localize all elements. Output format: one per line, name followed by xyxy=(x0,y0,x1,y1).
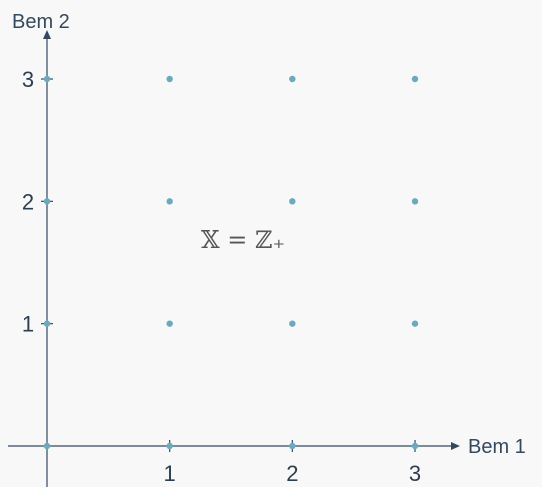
x-tick-label: 2 xyxy=(286,461,298,486)
y-ticks: 1 2 3 xyxy=(22,67,53,337)
y-tick-label: 1 xyxy=(22,312,34,337)
data-point xyxy=(411,320,419,327)
y-axis-arrowhead xyxy=(43,30,51,39)
data-point xyxy=(166,198,173,205)
data-point xyxy=(166,320,173,327)
data-point xyxy=(43,442,51,450)
data-point xyxy=(411,198,419,205)
y-axis xyxy=(43,30,51,487)
data-point xyxy=(43,75,51,83)
data-point xyxy=(166,442,173,450)
x-tick-label: 3 xyxy=(409,461,421,486)
data-point xyxy=(289,198,296,205)
data-point xyxy=(289,75,296,83)
x-axis-arrowhead xyxy=(451,442,460,450)
y-tick-label: 2 xyxy=(22,189,34,214)
data-point xyxy=(289,442,296,450)
x-axis-title: Bem 1 xyxy=(468,436,526,458)
x-axis xyxy=(8,442,460,450)
data-point xyxy=(289,320,296,327)
set-annotation: 𝕏 = ℤ₊ xyxy=(201,226,285,254)
y-tick-label: 3 xyxy=(22,67,34,92)
data-point xyxy=(166,75,173,83)
x-tick-label: 1 xyxy=(164,461,176,486)
data-points xyxy=(43,75,419,450)
data-point xyxy=(43,198,51,205)
data-point xyxy=(43,320,51,327)
y-axis-title: Bem 2 xyxy=(12,11,70,33)
data-point xyxy=(411,442,419,450)
data-point xyxy=(411,75,419,83)
x-ticks: 1 2 3 xyxy=(164,440,421,486)
